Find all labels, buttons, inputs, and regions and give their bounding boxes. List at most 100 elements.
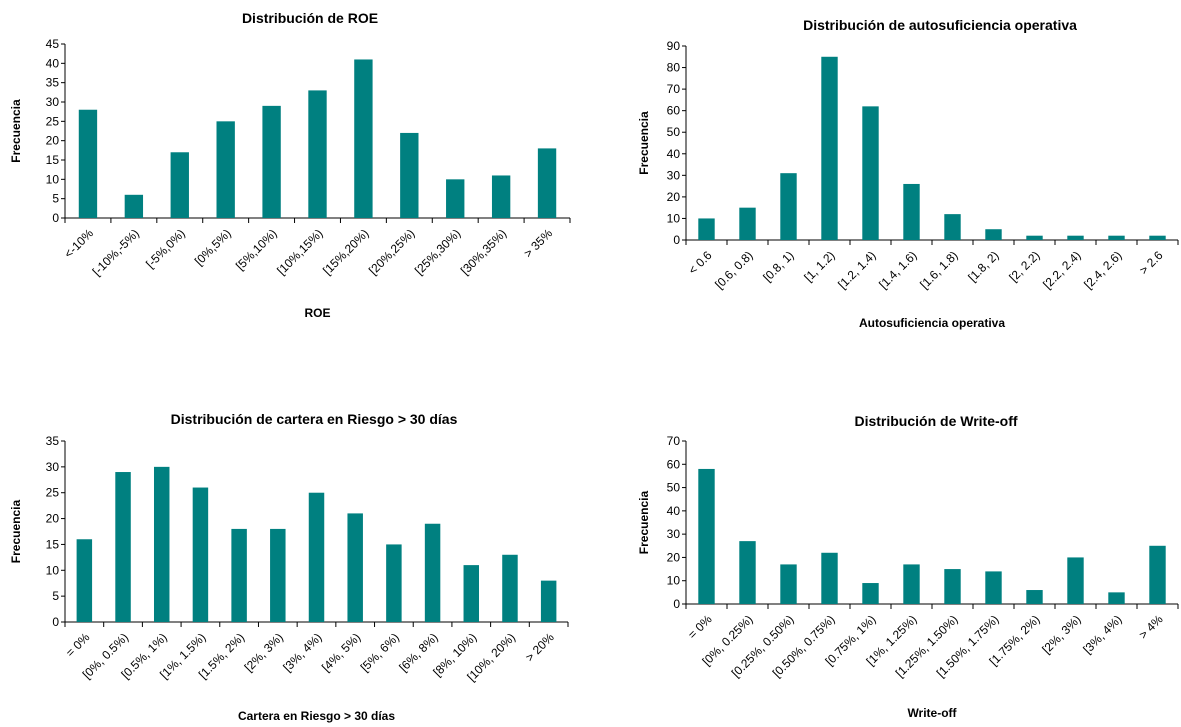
x-tick-label: [-10%,-5%) <box>90 226 142 278</box>
bar <box>698 468 715 604</box>
y-tick-label: 30 <box>46 460 60 474</box>
y-tick-label: 45 <box>46 37 60 51</box>
y-tick-label: 40 <box>667 147 681 161</box>
y-tick-label: 40 <box>46 56 60 70</box>
y-tick-label: 60 <box>667 457 681 471</box>
y-tick-label: 50 <box>667 125 681 139</box>
chart-title: Distribución de Write-off <box>854 413 1017 429</box>
bar <box>780 564 797 604</box>
y-tick-label: 0 <box>673 597 680 611</box>
x-tick-label: [0.8, 1) <box>760 248 796 284</box>
x-tick-label: [1, 1.2) <box>801 248 837 284</box>
x-tick-label: [4%, 5%) <box>319 630 363 674</box>
y-tick-label: 40 <box>667 504 681 518</box>
x-tick-label: [20%,25%) <box>366 226 417 277</box>
bar <box>1149 545 1166 604</box>
x-tick-label: [30%,35%) <box>458 226 509 277</box>
bar <box>537 148 557 218</box>
bar <box>1026 590 1043 604</box>
bar <box>124 194 144 218</box>
x-axis-title: Cartera en Riesgo > 30 días <box>238 709 395 723</box>
x-tick-label: = 0% <box>63 630 93 660</box>
y-tick-label: 35 <box>46 76 60 90</box>
x-axis-title: Autosuficiencia operativa <box>859 316 1005 330</box>
bar <box>400 132 419 218</box>
bar <box>1067 557 1084 604</box>
x-axis-title: ROE <box>304 306 330 320</box>
bar <box>944 569 961 604</box>
y-axis-title: Frecuencia <box>9 499 23 563</box>
chart-title: Distribución de autosuficiencia operativ… <box>803 17 1077 33</box>
y-tick-label: 20 <box>667 190 681 204</box>
y-tick-label: 0 <box>52 211 59 225</box>
y-tick-label: 25 <box>46 486 60 500</box>
y-tick-label: 35 <box>46 434 60 448</box>
y-tick-label: 50 <box>667 481 681 495</box>
y-tick-label: 70 <box>667 434 681 448</box>
y-axis-title: Frecuencia <box>637 490 651 554</box>
x-tick-label: [25%,30%) <box>412 226 463 277</box>
x-tick-label: [5%, 6%) <box>358 630 402 674</box>
bar <box>540 580 557 622</box>
x-tick-label: [5%,10%) <box>233 226 280 273</box>
x-tick-label: [1.8, 2) <box>965 248 1001 284</box>
y-tick-label: 30 <box>46 95 60 109</box>
bar <box>216 121 235 218</box>
x-tick-label: > 4% <box>1136 612 1166 642</box>
x-axis-title: Write-off <box>907 706 957 720</box>
x-tick-label: <-10% <box>61 226 96 261</box>
bar <box>308 492 325 622</box>
y-tick-label: 10 <box>46 563 60 577</box>
chart-title: Distribución de ROE <box>242 10 378 26</box>
y-tick-label: 10 <box>667 574 681 588</box>
bar <box>1108 235 1125 240</box>
bar <box>985 571 1002 604</box>
y-tick-label: 15 <box>46 153 60 167</box>
x-tick-label: [2.2, 2.4) <box>1040 248 1083 291</box>
y-tick-label: 20 <box>667 550 681 564</box>
chart-title: Distribución de cartera en Riesgo > 30 d… <box>171 411 458 427</box>
bar <box>903 564 920 604</box>
bar <box>502 554 518 622</box>
y-tick-label: 30 <box>667 168 681 182</box>
y-tick-label: 20 <box>46 134 60 148</box>
bar <box>308 90 327 218</box>
y-axis-title: Frecuencia <box>9 99 23 163</box>
bar <box>739 541 756 604</box>
bar <box>153 466 170 622</box>
bar <box>170 152 189 218</box>
x-tick-label: [2%, 3%) <box>242 630 286 674</box>
bar <box>821 56 838 241</box>
bar <box>903 183 920 240</box>
y-tick-label: 5 <box>52 589 59 603</box>
y-tick-label: 90 <box>667 39 681 53</box>
y-tick-label: 25 <box>46 114 60 128</box>
bar <box>1026 235 1043 240</box>
bar <box>985 229 1002 240</box>
bar <box>862 583 879 604</box>
x-tick-label: [2, 2.2) <box>1006 248 1042 284</box>
bar <box>780 173 797 240</box>
bar <box>270 528 286 622</box>
x-tick-label: [1.2, 1.4) <box>835 248 878 291</box>
bar <box>231 528 247 622</box>
x-tick-label: [1.6, 1.8) <box>917 248 960 291</box>
bar <box>1108 592 1125 604</box>
x-tick-label: [1.4, 1.6) <box>876 248 919 291</box>
y-tick-label: 10 <box>667 211 681 225</box>
bar <box>262 105 281 218</box>
y-tick-label: 70 <box>667 82 681 96</box>
bar <box>1149 235 1166 240</box>
x-tick-label: [3%, 4%) <box>1080 612 1124 656</box>
bar <box>739 207 756 240</box>
bar <box>76 539 93 622</box>
bar <box>491 175 511 218</box>
x-tick-label: = 0% <box>685 612 715 642</box>
bar <box>347 513 363 622</box>
x-tick-label: [0%,5%) <box>192 226 234 268</box>
bar <box>862 106 879 240</box>
bar <box>698 218 715 240</box>
x-tick-label: [15%,20%) <box>320 226 371 277</box>
bar <box>944 214 961 240</box>
bar <box>354 59 373 218</box>
